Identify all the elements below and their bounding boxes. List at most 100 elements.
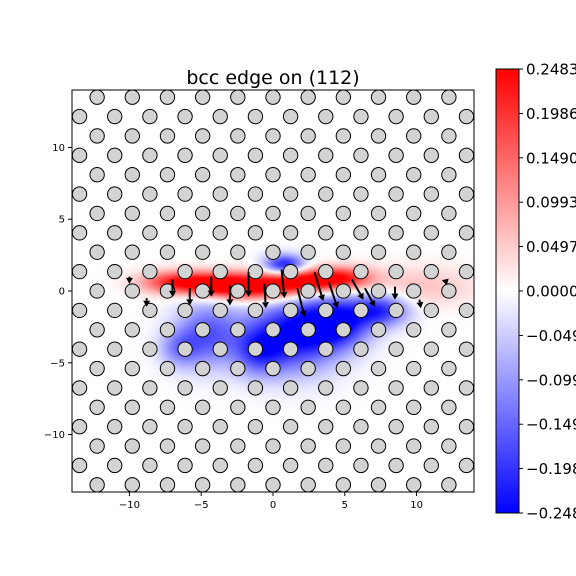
atom-marker	[458, 457, 474, 474]
atom-marker	[142, 302, 158, 319]
atom-marker	[72, 419, 88, 435]
atom-marker	[370, 322, 387, 338]
atom-marker	[477, 400, 491, 414]
atom-marker	[423, 380, 439, 396]
atom-marker	[458, 225, 474, 241]
atom-marker	[159, 399, 176, 415]
atom-marker	[177, 263, 193, 280]
atom-marker	[318, 457, 334, 474]
atom-marker	[124, 477, 140, 492]
atom-marker	[247, 147, 264, 164]
atom-marker	[335, 477, 352, 492]
atom-marker	[335, 90, 352, 105]
atom-marker	[247, 341, 264, 357]
atom-marker	[353, 225, 369, 241]
atom-marker	[282, 457, 299, 474]
displacement-arrow	[441, 278, 449, 286]
atom-marker	[72, 108, 88, 125]
x-tick-label: 10	[410, 500, 423, 511]
displacement-arrow	[125, 276, 133, 284]
atom-marker	[388, 457, 404, 474]
atom-marker	[230, 438, 246, 454]
atom-marker	[388, 108, 404, 125]
atom-marker	[441, 283, 457, 299]
atom-marker	[300, 205, 316, 222]
atom-marker	[212, 419, 228, 435]
atom-marker	[248, 497, 262, 511]
atom-marker	[230, 399, 246, 415]
atom-marker	[124, 205, 140, 222]
atom-marker	[230, 322, 246, 338]
atom-marker	[142, 341, 158, 357]
atom-marker	[177, 302, 193, 319]
atom-marker	[441, 360, 457, 377]
atom-marker	[247, 302, 264, 319]
atom-marker	[194, 477, 211, 492]
atom-marker	[177, 419, 193, 435]
atom-marker	[212, 302, 228, 319]
atom-marker	[55, 129, 69, 143]
atom-marker	[370, 205, 387, 222]
atom-marker	[230, 205, 246, 222]
colorbar-tick-label: 0.0993	[526, 194, 576, 212]
atom-marker	[458, 380, 474, 396]
atom-marker	[282, 225, 299, 241]
atom-marker	[283, 497, 297, 511]
colorbar: 0.2483 0.1986 0.1490 0.0993 0.0497 0.0000 −0.0…	[495, 61, 576, 523]
plot-area	[55, 71, 491, 511]
atom-marker	[423, 341, 439, 357]
y-tick-label: 0	[59, 287, 65, 298]
atom-marker	[55, 478, 69, 492]
atom-marker	[194, 244, 211, 260]
atom-marker	[300, 360, 316, 377]
atom-marker	[459, 497, 473, 511]
atom-marker	[353, 419, 369, 435]
atom-marker	[477, 90, 491, 104]
atom-marker	[282, 302, 299, 319]
atom-marker	[72, 71, 86, 85]
atom-marker	[72, 263, 88, 280]
atom-marker	[212, 186, 228, 202]
atom-marker	[458, 108, 474, 125]
x-axis: −10 −5 0 5 10	[119, 492, 423, 511]
atom-marker	[265, 283, 281, 299]
displacement-arrow	[313, 272, 325, 302]
atom-marker	[177, 341, 193, 357]
atom-marker	[370, 167, 387, 183]
atom-marker	[318, 302, 334, 319]
y-tick-label: −10	[44, 430, 65, 441]
atom-marker	[353, 263, 369, 280]
atom-marker	[353, 302, 369, 319]
atom-marker	[370, 90, 387, 105]
atom-marker	[441, 244, 457, 260]
atom-marker	[194, 283, 211, 299]
atom-marker	[108, 71, 122, 85]
displacement-arrow	[186, 288, 194, 306]
atom-marker	[265, 477, 281, 492]
atom-marker	[89, 205, 105, 222]
atom-marker	[265, 438, 281, 454]
atom-marker	[318, 341, 334, 357]
atom-marker	[177, 457, 193, 474]
atom-marker	[388, 341, 404, 357]
atom-marker	[477, 129, 491, 143]
colorbar-tick-label: 0.0497	[526, 238, 576, 256]
atom-marker	[89, 90, 105, 105]
y-axis: −10 −5 0 5 10	[44, 143, 72, 441]
atom-marker	[177, 108, 193, 125]
atom-marker	[107, 341, 123, 357]
atom-marker	[194, 167, 211, 183]
atom-marker	[265, 90, 281, 105]
atom-marker	[388, 302, 404, 319]
atom-marker	[194, 322, 211, 338]
atom-marker	[194, 360, 211, 377]
atom-marker	[89, 438, 105, 454]
atom-marker	[107, 225, 123, 241]
atom-marker	[247, 419, 264, 435]
atom-marker	[194, 399, 211, 415]
atom-marker	[477, 323, 491, 337]
atom-marker	[142, 147, 158, 164]
atom-marker	[353, 380, 369, 396]
atoms-layer	[55, 71, 491, 511]
